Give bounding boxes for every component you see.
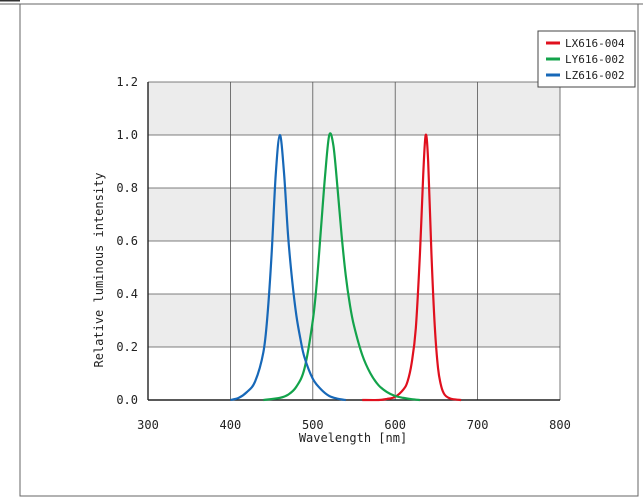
- x-tick-label: 700: [467, 418, 489, 432]
- plot-band: [148, 294, 560, 347]
- y-tick-label: 0.2: [116, 340, 138, 354]
- x-axis-label: Wavelength [nm]: [299, 431, 407, 445]
- y-tick-label: 1.2: [116, 75, 138, 89]
- plot-band: [148, 135, 560, 188]
- y-tick-label: 0.8: [116, 181, 138, 195]
- legend-label: LZ616-002: [565, 69, 625, 82]
- axes: [147, 82, 560, 401]
- series-line-1: [263, 132, 421, 402]
- x-tick-label: 800: [549, 418, 571, 432]
- y-tick-label: 0.6: [116, 234, 138, 248]
- x-tick-label: 400: [220, 418, 242, 432]
- y-tick-label: 0.4: [116, 287, 138, 301]
- series-line-2: [230, 133, 346, 402]
- x-tick-label: 300: [137, 418, 159, 432]
- plot-band: [148, 241, 560, 294]
- y-tick-label: 0.0: [116, 393, 138, 407]
- plot-band: [148, 188, 560, 241]
- y-tick-labels: 0.0 0.2 0.4 0.6 0.8 1.0 1.2: [116, 75, 138, 407]
- y-tick-label: 1.0: [116, 128, 138, 142]
- x-tick-label: 600: [384, 418, 406, 432]
- legend-label: LY616-002: [565, 53, 625, 66]
- series-lines: [230, 132, 462, 402]
- plot-band: [148, 347, 560, 400]
- plot-background: [148, 82, 560, 400]
- x-tick-label: 500: [302, 418, 324, 432]
- legend: LX616-004 LY616-002 LZ616-002: [537, 30, 636, 88]
- y-axis-label: Relative luminous intensity: [92, 172, 106, 367]
- plot-band: [148, 82, 560, 135]
- x-tick-labels: 300 400 500 600 700 800: [137, 418, 571, 432]
- legend-label: LX616-004: [565, 37, 625, 50]
